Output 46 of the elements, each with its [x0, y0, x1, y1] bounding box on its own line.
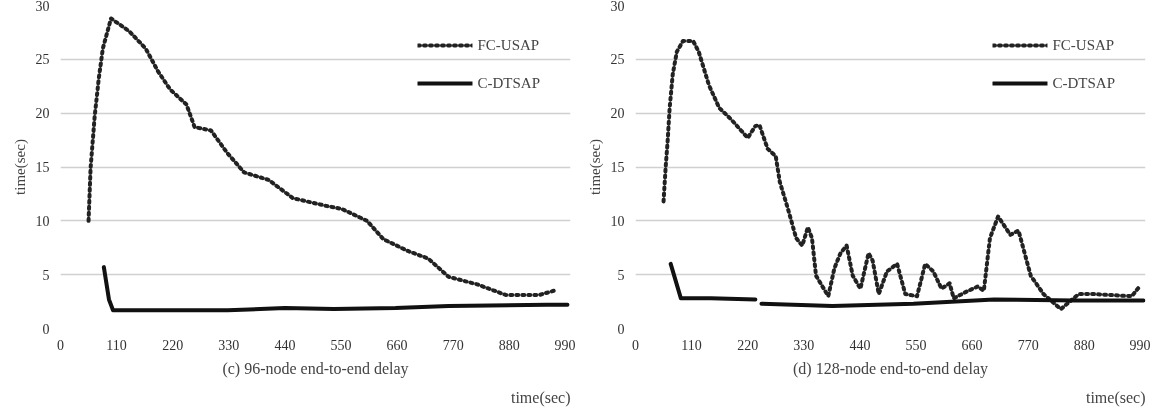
x-tick-label: 990 [1129, 337, 1151, 353]
x-tick-label: 330 [793, 337, 815, 353]
x-tick-label: 990 [554, 337, 576, 353]
legend-label: FC-USAP [477, 36, 540, 54]
x-tick-label: 550 [330, 337, 352, 353]
text: (d) 128-node end-to-end delay [792, 359, 989, 378]
x-tick-label: 660 [386, 337, 408, 353]
text: (c) 96-node end-to-end delay [222, 359, 409, 378]
x-axis-title: time(sec) [1085, 388, 1146, 407]
legend-label: C-DTSAP [1052, 74, 1115, 92]
x-tick-label: 0 [57, 337, 64, 353]
x-axis-title: time(sec) [510, 388, 571, 407]
line-series [101, 265, 570, 313]
y-tick-label: 25 [35, 52, 50, 68]
legend-label: C-DTSAP [477, 74, 540, 92]
y-tick-label: 0 [42, 321, 50, 337]
y-tick-label: 30 [35, 0, 50, 14]
y-tick-label: 15 [35, 160, 50, 175]
x-tick-label: 770 [1017, 337, 1039, 353]
y-tick-label: 0 [617, 321, 625, 337]
x-tick-label: 440 [849, 337, 871, 353]
y-axis-title: time(sec) [586, 139, 604, 195]
line-series [661, 39, 1143, 312]
y-tick-label: 30 [610, 0, 625, 14]
y-tick-label: 15 [610, 160, 625, 175]
x-tick-label: 660 [961, 337, 983, 353]
x-tick-label: 880 [498, 337, 520, 353]
x-tick-label: 220 [737, 337, 759, 353]
x-tick-label: 770 [442, 337, 464, 353]
y-tick-label: 20 [610, 106, 625, 122]
x-tick-label: 220 [162, 337, 184, 353]
x-tick-label: 0 [632, 337, 639, 353]
x-tick-label: 110 [106, 337, 127, 353]
x-tick-label: 110 [681, 337, 702, 353]
y-tick-label: 25 [610, 52, 625, 68]
x-tick-label: 330 [218, 337, 240, 353]
y-tick-label: 20 [35, 106, 50, 122]
legend-label: FC-USAP [1052, 36, 1115, 54]
y-tick-label: 5 [617, 267, 625, 283]
y-tick-label: 10 [35, 213, 50, 229]
y-axis-title: time(sec) [11, 139, 29, 195]
x-tick-label: 440 [274, 337, 296, 353]
x-tick-label: 550 [905, 337, 927, 353]
y-tick-label: 5 [42, 267, 50, 283]
x-tick-label: 880 [1073, 337, 1095, 353]
y-tick-label: 10 [610, 213, 625, 229]
